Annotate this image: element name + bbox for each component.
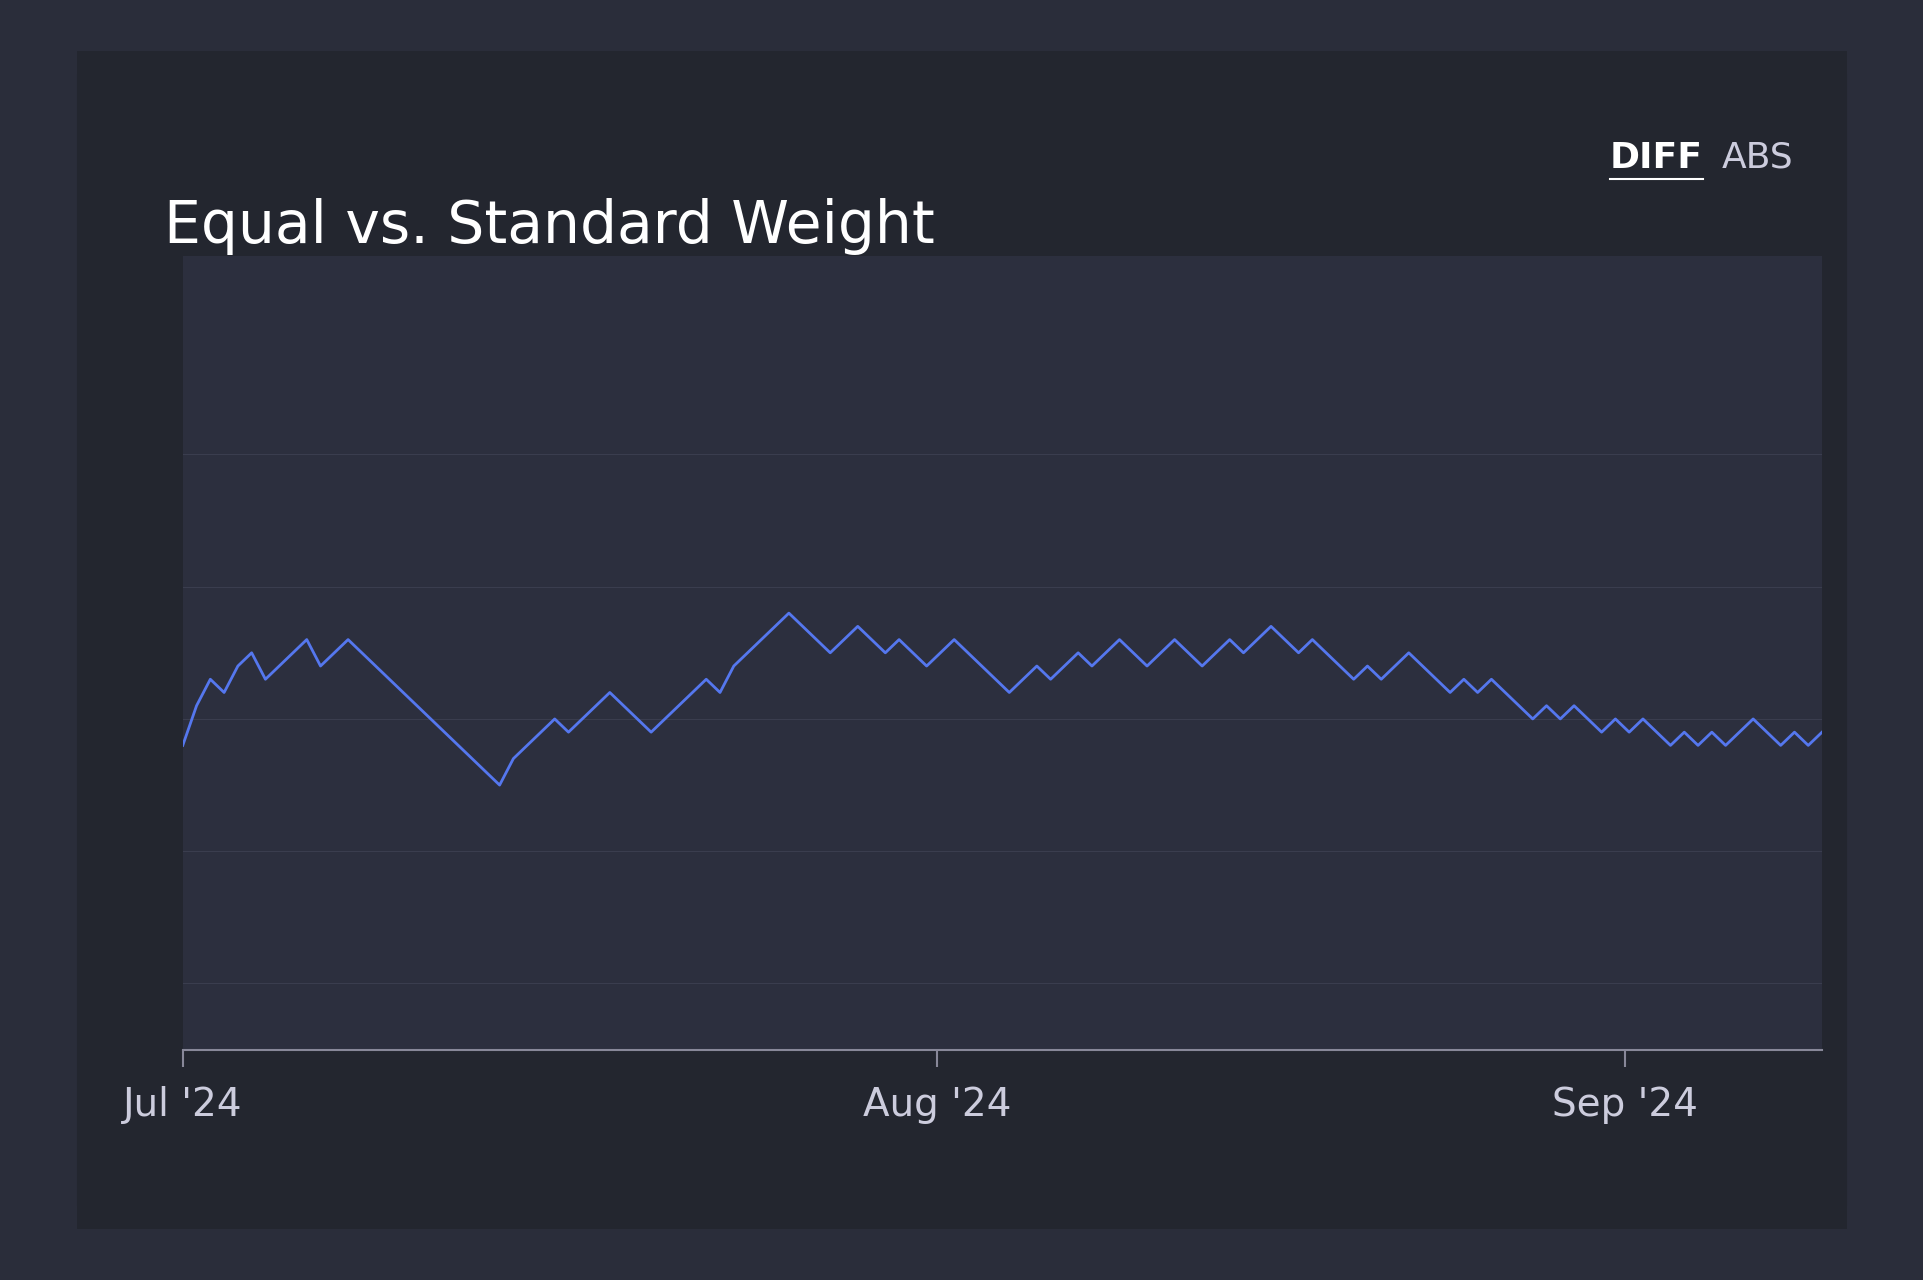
Text: ABS: ABS bbox=[1721, 141, 1792, 175]
Text: DIFF: DIFF bbox=[1610, 141, 1702, 175]
Text: Equal vs. Standard Weight: Equal vs. Standard Weight bbox=[163, 198, 935, 256]
FancyBboxPatch shape bbox=[77, 51, 1846, 1229]
